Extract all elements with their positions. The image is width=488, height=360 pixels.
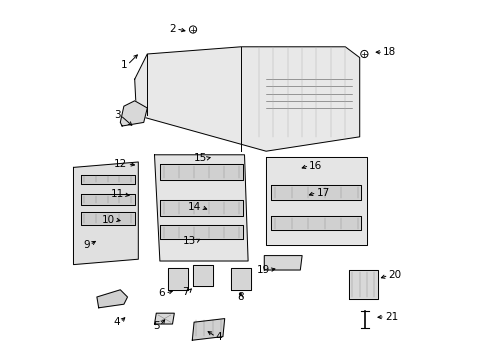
Text: 3: 3 (113, 110, 120, 120)
Text: 4: 4 (215, 332, 222, 342)
Text: 10: 10 (102, 215, 115, 225)
Polygon shape (81, 175, 134, 184)
Text: 17: 17 (316, 188, 329, 198)
Polygon shape (264, 256, 302, 270)
Polygon shape (265, 157, 366, 245)
Polygon shape (154, 155, 247, 261)
Text: 1: 1 (121, 60, 127, 70)
Polygon shape (193, 265, 213, 286)
Polygon shape (160, 164, 242, 180)
Text: 5: 5 (153, 321, 160, 331)
Polygon shape (160, 225, 242, 239)
Text: 19: 19 (256, 265, 269, 275)
Text: 13: 13 (183, 236, 196, 246)
Polygon shape (81, 212, 134, 225)
Polygon shape (154, 313, 174, 324)
Polygon shape (120, 101, 147, 126)
Text: 16: 16 (309, 161, 322, 171)
Polygon shape (134, 47, 359, 151)
Polygon shape (271, 216, 361, 230)
Text: 7: 7 (182, 287, 188, 297)
Polygon shape (168, 268, 187, 290)
Text: 11: 11 (110, 189, 123, 199)
Text: 20: 20 (387, 270, 401, 280)
Polygon shape (271, 185, 361, 200)
Text: 4: 4 (113, 317, 120, 327)
Polygon shape (192, 319, 224, 340)
Polygon shape (160, 200, 242, 216)
Polygon shape (348, 270, 377, 299)
Text: 21: 21 (384, 312, 397, 322)
Text: 8: 8 (237, 292, 244, 302)
Polygon shape (73, 162, 138, 265)
Text: 15: 15 (193, 153, 206, 163)
Polygon shape (97, 290, 127, 308)
Text: 18: 18 (382, 47, 396, 57)
Polygon shape (81, 194, 134, 205)
Text: 12: 12 (114, 159, 127, 169)
Text: 2: 2 (169, 24, 176, 34)
Text: 9: 9 (83, 240, 89, 250)
Text: 6: 6 (158, 288, 165, 298)
Text: 14: 14 (188, 202, 201, 212)
Polygon shape (230, 268, 250, 290)
